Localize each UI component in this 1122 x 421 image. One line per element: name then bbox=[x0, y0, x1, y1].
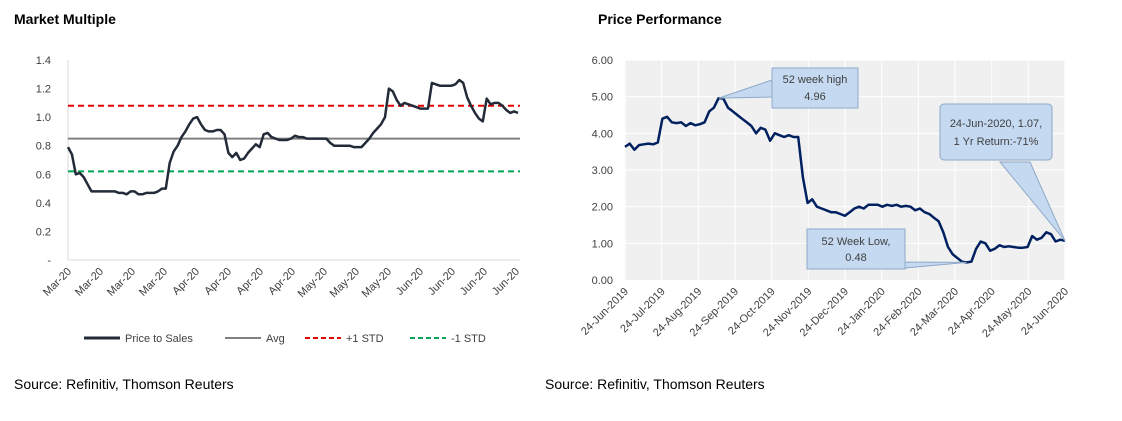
x-tick-label: Mar-20 bbox=[73, 266, 106, 299]
last-callout-line1: 24-Jun-2020, 1.07, bbox=[950, 118, 1042, 130]
low-callout-box bbox=[806, 228, 906, 270]
legend-avg-label: Avg bbox=[266, 333, 285, 345]
last-callout-pointer bbox=[998, 161, 1066, 242]
last-callout-line2: 1 Yr Return:-71% bbox=[954, 136, 1039, 148]
y-tick-label: 3.00 bbox=[592, 165, 613, 177]
price-line bbox=[624, 96, 1066, 264]
x-tick-label: Jun-20 bbox=[458, 266, 490, 298]
y-tick-label: 5.00 bbox=[592, 92, 613, 104]
x-tick-label: May-20 bbox=[296, 266, 330, 300]
price-performance-chart: 0.001.002.003.004.005.006.0024-Jun-20192… bbox=[579, 55, 1071, 340]
price-to-sales-line bbox=[66, 78, 519, 196]
x-tick-label: Jun-20 bbox=[490, 266, 522, 298]
right-panel-title: Price Performance bbox=[598, 11, 722, 27]
y-tick-label: 0.00 bbox=[592, 275, 613, 287]
left-source-note: Source: Refinitiv, Thomson Reuters bbox=[14, 376, 234, 392]
x-tick-label: Jun-20 bbox=[394, 266, 426, 298]
x-tick-label: Mar-20 bbox=[41, 266, 74, 299]
y-tick-label: 0.2 bbox=[36, 226, 51, 238]
left-panel-title: Market Multiple bbox=[14, 11, 116, 27]
market-multiple-chart: -0.20.40.60.81.01.21.4Mar-20Mar-20Mar-20… bbox=[36, 55, 522, 345]
x-tick-label: Apr-20 bbox=[266, 266, 298, 298]
x-tick-label: Apr-20 bbox=[234, 266, 266, 298]
y-tick-label: 1.00 bbox=[592, 238, 613, 250]
y-tick-label: 0.8 bbox=[36, 141, 51, 153]
legend-minus-std-label: -1 STD bbox=[451, 333, 486, 345]
y-tick-label: 1.2 bbox=[36, 84, 51, 96]
low-callout-line1: 52 Week Low, bbox=[822, 236, 891, 248]
y-tick-label: 2.00 bbox=[592, 202, 613, 214]
x-tick-label: Apr-20 bbox=[202, 266, 234, 298]
y-tick-label: 4.00 bbox=[592, 128, 613, 140]
y-tick-label: 0.4 bbox=[36, 198, 51, 210]
x-tick-label: Mar-20 bbox=[105, 266, 138, 299]
x-tick-label: Apr-20 bbox=[170, 266, 202, 298]
legend-plus-std-label: +1 STD bbox=[346, 333, 384, 345]
x-tick-label: May-20 bbox=[360, 266, 394, 300]
high-callout-box bbox=[771, 67, 859, 109]
y-tick-label: - bbox=[47, 255, 51, 267]
y-tick-label: 1.0 bbox=[36, 112, 51, 124]
y-tick-label: 6.00 bbox=[592, 55, 613, 67]
right-source-note: Source: Refinitiv, Thomson Reuters bbox=[545, 376, 765, 392]
low-callout-line2: 0.48 bbox=[845, 252, 866, 264]
y-tick-label: 0.6 bbox=[36, 169, 51, 181]
last-callout-box bbox=[939, 103, 1053, 161]
high-callout-line1: 52 week high bbox=[783, 74, 848, 86]
legend-price-to-sales-label: Price to Sales bbox=[125, 333, 193, 345]
y-tick-label: 1.4 bbox=[36, 55, 51, 67]
high-callout-line2: 4.96 bbox=[804, 91, 825, 103]
x-tick-label: Jun-20 bbox=[426, 266, 458, 298]
x-tick-label: Mar-20 bbox=[137, 266, 170, 299]
x-tick-label: May-20 bbox=[328, 266, 362, 300]
